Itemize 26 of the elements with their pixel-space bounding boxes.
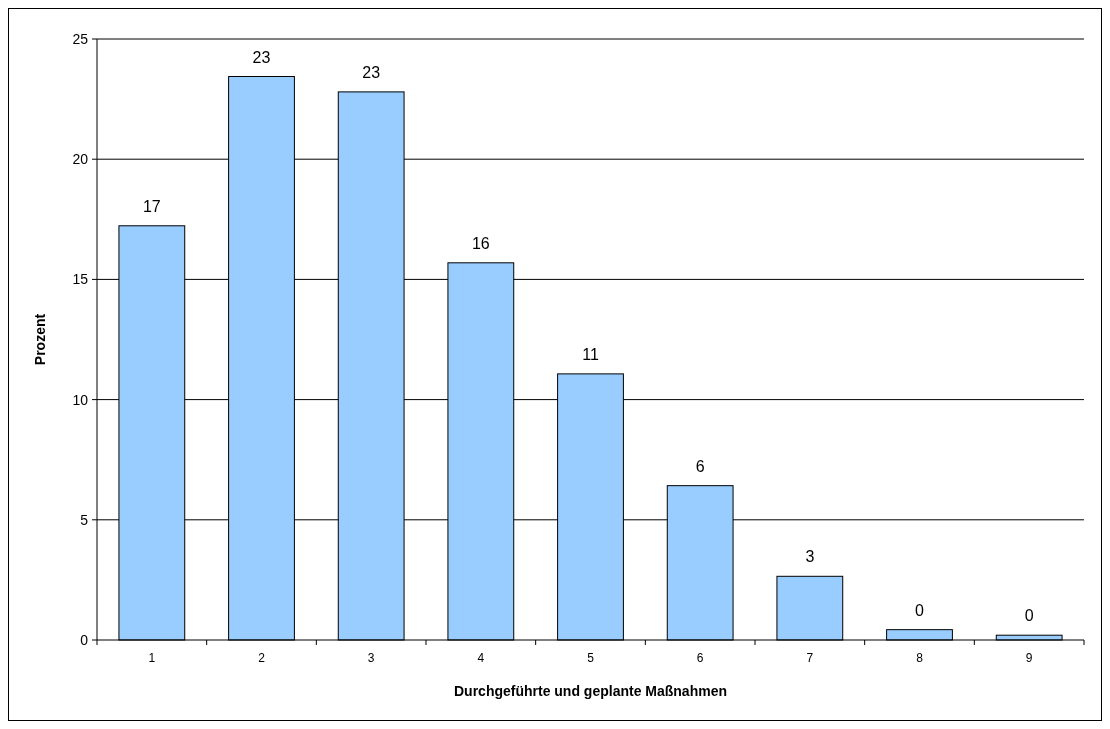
data-label: 0: [915, 601, 925, 619]
x-tick-label: 9: [1025, 651, 1033, 665]
data-label: 17: [142, 197, 161, 215]
data-label: 3: [805, 548, 815, 566]
y-tick-label: 0: [80, 631, 89, 648]
x-tick-label: 4: [477, 651, 485, 665]
x-axis-title: Durchgeführte und geplante Maßnahmen: [453, 683, 728, 699]
data-label: 6: [695, 457, 705, 475]
x-tick-label: 3: [367, 651, 375, 665]
y-tick-label: 20: [72, 151, 89, 168]
x-tick-label: 5: [587, 651, 595, 665]
data-label: 16: [471, 234, 490, 252]
y-tick-label: 15: [72, 271, 89, 288]
y-tick-label: 25: [72, 30, 89, 47]
y-tick-label: 10: [72, 391, 89, 408]
x-tick-label: 1: [148, 651, 156, 665]
x-tick-label: 8: [916, 651, 924, 665]
data-label: 23: [362, 63, 381, 81]
y-tick-label: 5: [80, 511, 89, 528]
y-axis-title: Prozent: [32, 313, 48, 366]
data-label: 0: [1024, 607, 1034, 625]
x-tick-label: 7: [806, 651, 814, 665]
x-tick-label: 2: [258, 651, 266, 665]
data-label: 11: [582, 345, 599, 363]
data-label: 23: [252, 48, 271, 66]
x-tick-label: 6: [696, 651, 704, 665]
